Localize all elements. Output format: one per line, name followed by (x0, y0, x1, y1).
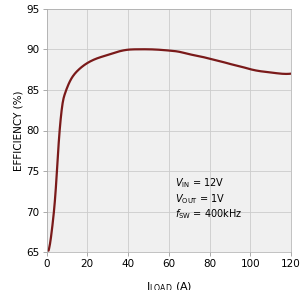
Y-axis label: EFFICIENCY (%): EFFICIENCY (%) (14, 90, 23, 171)
Text: $f_{\mathregular{SW}}$ = 400kHz: $f_{\mathregular{SW}}$ = 400kHz (175, 208, 242, 222)
Text: $V_{\mathregular{IN}}$ = 12V: $V_{\mathregular{IN}}$ = 12V (175, 176, 224, 190)
Text: $V_{\mathregular{OUT}}$ = 1V: $V_{\mathregular{OUT}}$ = 1V (175, 192, 225, 206)
Text: $\mathregular{I}_{\mathregular{LOAD}}$ (A): $\mathregular{I}_{\mathregular{LOAD}}$ (… (146, 280, 192, 290)
